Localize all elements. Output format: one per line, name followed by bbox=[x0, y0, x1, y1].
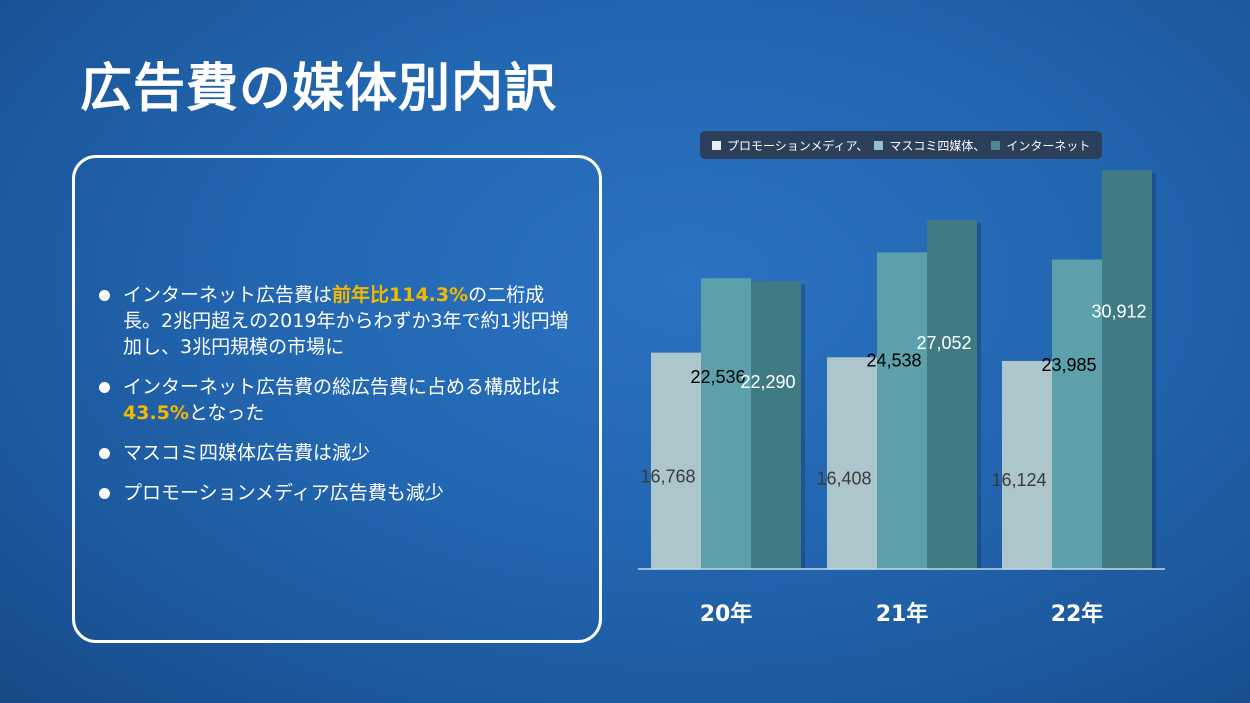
bullet-list: インターネット広告費は前年比114.3%の二桁成長。2兆円超えの2019年からわ… bbox=[99, 282, 579, 520]
bar-masscomm-1 bbox=[877, 252, 927, 569]
bullet-dot-icon bbox=[99, 488, 110, 499]
chart-legend: プロモーションメディア、 マスコミ四媒体、 インターネット bbox=[700, 131, 1103, 159]
bullet-item: インターネット広告費は前年比114.3%の二桁成長。2兆円超えの2019年からわ… bbox=[99, 282, 579, 360]
legend-label: プロモーションメディア、 bbox=[727, 138, 869, 153]
data-label-internet-1: 27,052 bbox=[916, 333, 971, 353]
data-label-promotion-0: 16,768 bbox=[640, 466, 695, 486]
bullet-text: となった bbox=[188, 402, 265, 424]
legend-label: マスコミ四媒体、 bbox=[889, 138, 986, 153]
x-tick-label: 22年 bbox=[1051, 601, 1104, 627]
bullet-dot-icon bbox=[99, 448, 110, 459]
data-label-promotion-2: 16,124 bbox=[991, 470, 1046, 490]
data-label-masscomm-2: 23,985 bbox=[1041, 355, 1096, 375]
bullet-text: プロモーションメディア広告費も減少 bbox=[123, 482, 444, 504]
data-label-masscomm-1: 24,538 bbox=[866, 350, 921, 370]
bullet-text: インターネット広告費の総広告費に占める構成比は bbox=[123, 376, 561, 398]
bar-internet-1 bbox=[927, 219, 977, 569]
data-label-promotion-1: 16,408 bbox=[816, 468, 871, 488]
legend-swatch-masscomm bbox=[874, 140, 884, 150]
bullet-dot-icon bbox=[99, 290, 110, 301]
data-label-internet-0: 22,290 bbox=[740, 372, 795, 392]
bullet-highlight: 前年比114.3% bbox=[332, 284, 469, 306]
bullet-dot-icon bbox=[99, 382, 110, 393]
bar-promotion-2 bbox=[1002, 360, 1052, 569]
bar-masscomm-2 bbox=[1052, 259, 1102, 569]
data-label-internet-2: 30,912 bbox=[1091, 302, 1146, 322]
x-tick-label: 20年 bbox=[700, 601, 753, 627]
legend-item: プロモーションメディア、 bbox=[712, 137, 868, 154]
x-tick-label: 21年 bbox=[876, 601, 929, 627]
slide-title: 広告費の媒体別内訳 bbox=[80, 59, 558, 119]
data-label-masscomm-0: 22,536 bbox=[690, 367, 745, 387]
bar-masscomm-0 bbox=[701, 278, 751, 569]
legend-swatch-internet bbox=[991, 140, 1001, 150]
bar-promotion-1 bbox=[827, 357, 877, 569]
bullet-text: の二桁成長。2兆円超えの2019年からわずか3年で約1兆円増加し、3兆円規模の市… bbox=[123, 284, 569, 358]
bar-internet-2 bbox=[1102, 170, 1152, 569]
bullet-text: インターネット広告費は bbox=[123, 284, 333, 306]
bar-promotion-0 bbox=[651, 352, 701, 569]
legend-swatch-promotion bbox=[712, 140, 721, 150]
bar-internet-0 bbox=[751, 281, 801, 569]
bullet-box: インターネット広告費は前年比114.3%の二桁成長。2兆円超えの2019年からわ… bbox=[72, 155, 602, 643]
legend-item: マスコミ四媒体、 bbox=[874, 137, 985, 154]
legend-label: インターネット bbox=[1006, 138, 1091, 153]
legend-item: インターネット bbox=[991, 137, 1090, 154]
bullet-highlight: 43.5% bbox=[123, 402, 189, 424]
bullet-item: マスコミ四媒体広告費は減少 bbox=[99, 440, 579, 466]
bullet-item: プロモーションメディア広告費も減少 bbox=[99, 480, 579, 506]
bullet-text: マスコミ四媒体広告費は減少 bbox=[123, 442, 371, 464]
bullet-item: インターネット広告費の総広告費に占める構成比は 43.5%となった bbox=[99, 374, 579, 426]
